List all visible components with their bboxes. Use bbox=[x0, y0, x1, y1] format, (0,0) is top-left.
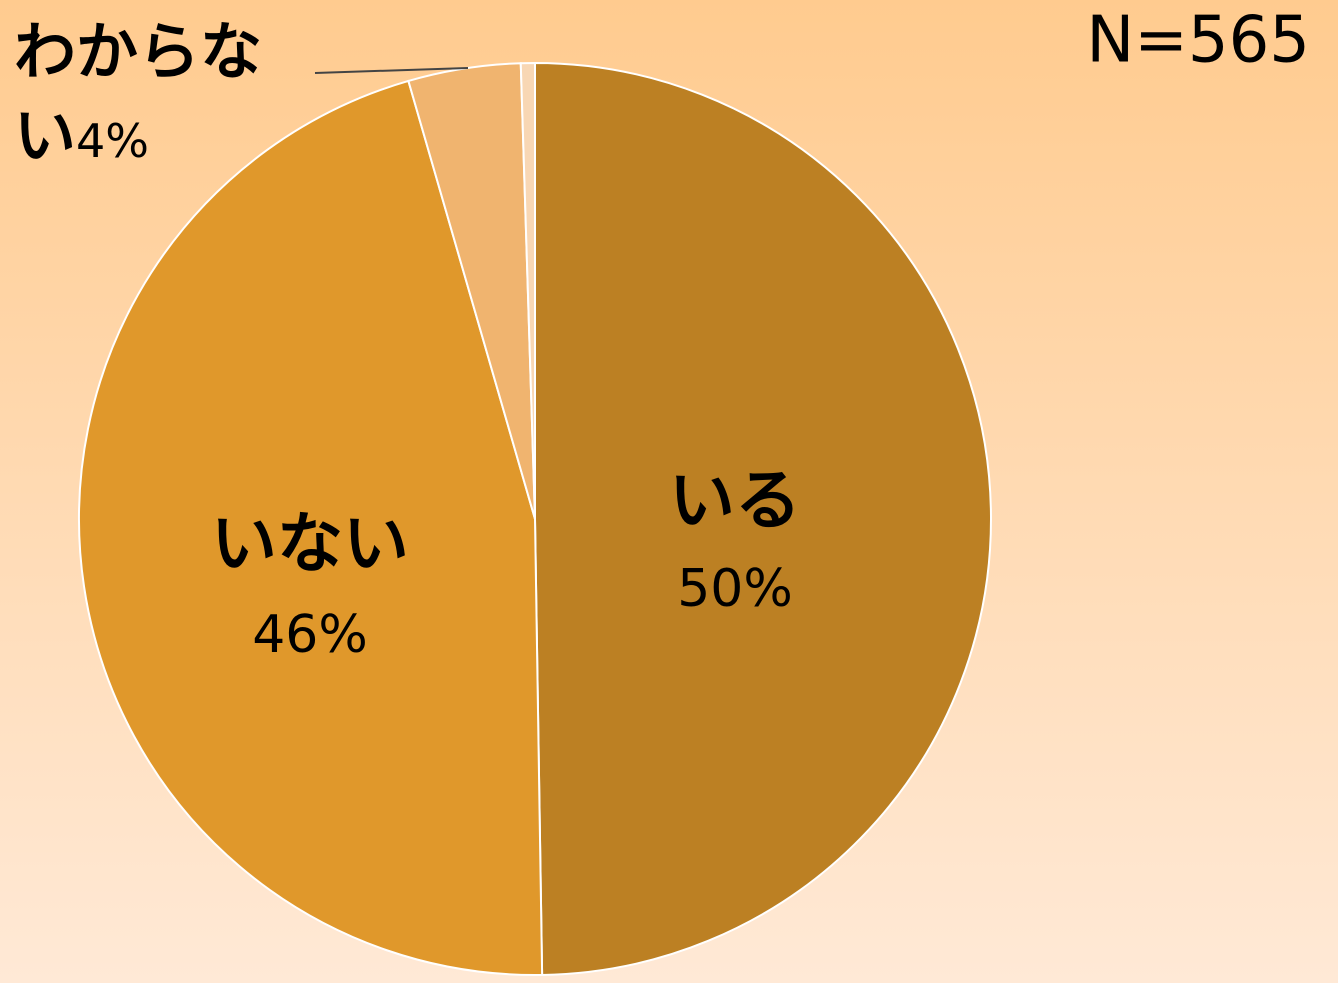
leader-line bbox=[314, 67, 469, 74]
sample-size: N=565 bbox=[1086, 4, 1310, 78]
slice-label: いる bbox=[669, 462, 801, 539]
outside-label: わからない4% bbox=[14, 10, 314, 183]
slice-value: 50% bbox=[677, 559, 793, 619]
slice-label: わからない bbox=[14, 15, 263, 172]
pie-slice bbox=[534, 61, 992, 976]
pie-slice bbox=[78, 79, 544, 976]
slice-label: いない bbox=[211, 505, 409, 582]
slice-value: 46% bbox=[252, 605, 368, 665]
pie-slice bbox=[519, 61, 536, 520]
pie bbox=[78, 61, 992, 976]
slice-value: 4% bbox=[76, 114, 149, 168]
